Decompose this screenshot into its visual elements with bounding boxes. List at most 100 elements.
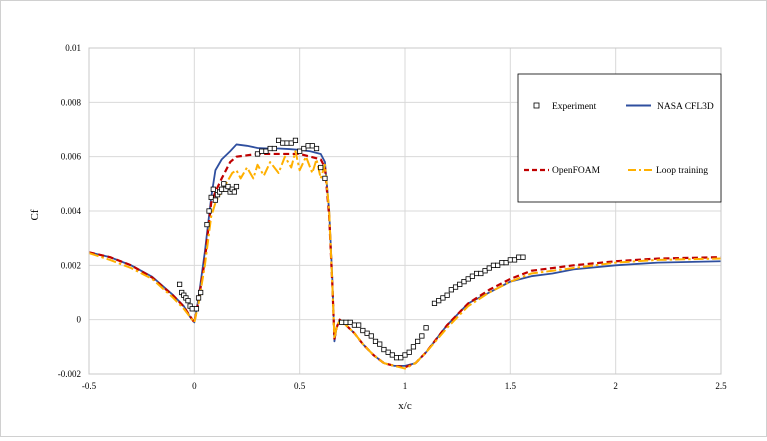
experiment-point (263, 148, 269, 154)
experiment-point (436, 298, 442, 304)
legend-loop-label: Loop training (656, 166, 708, 176)
experiment-point (204, 221, 210, 228)
experiment-point (520, 254, 526, 260)
y-tick-labels: -0.002 0 0.002 0.004 0.006 0.008 0.01 (58, 43, 82, 379)
y-tick-label: 0.01 (65, 43, 81, 53)
experiment-point (469, 273, 476, 279)
experiment-point (478, 270, 484, 277)
experiment-point (495, 262, 501, 268)
x-tick-label: 1 (403, 381, 408, 391)
experiment-markers (176, 137, 526, 361)
legend-experiment-marker (533, 102, 540, 109)
y-tick-label: 0 (77, 315, 82, 325)
experiment-point (231, 189, 237, 195)
x-tick-label: 1.5 (505, 381, 517, 391)
experiment-point (360, 327, 366, 334)
legend-experiment-label: Experiment (552, 102, 597, 112)
experiment-point (486, 265, 492, 271)
x-axis-title: x/c (398, 400, 412, 412)
experiment-point (372, 338, 379, 345)
experiment-point (288, 140, 294, 146)
experiment-point (309, 143, 315, 149)
experiment-point (198, 289, 204, 296)
experiment-point (406, 349, 412, 355)
experiment-point (461, 279, 467, 285)
experiment-point (402, 352, 408, 358)
experiment-point (271, 145, 277, 152)
experiment-point (423, 325, 429, 331)
experiment-point (385, 349, 391, 355)
experiment-point (511, 257, 518, 263)
experiment-point (482, 268, 488, 274)
experiment-point (259, 148, 265, 154)
x-tick-label: -0.5 (82, 381, 97, 391)
experiment-point (292, 137, 299, 143)
experiment-point (219, 186, 225, 192)
experiment-point (313, 145, 320, 152)
experiment-point (364, 330, 370, 336)
experiment-point (176, 281, 183, 287)
legend-cfl3d-label: NASA CFL3D (657, 102, 714, 112)
x-tick-label: 0.5 (294, 381, 306, 391)
x-tick-labels: -0.5 0 0.5 1 1.5 2 2.5 (82, 381, 727, 391)
experiment-point (339, 319, 345, 325)
experiment-point (465, 276, 471, 282)
experiment-point (195, 295, 202, 301)
legend-openfoam-label: OpenFOAM (552, 166, 601, 176)
experiment-point (193, 306, 200, 312)
experiment-point (381, 346, 387, 353)
experiment-point (305, 143, 311, 149)
experiment-point (343, 319, 349, 325)
experiment-point (452, 284, 459, 290)
experiment-point (221, 181, 227, 187)
experiment-point (503, 260, 509, 266)
experiment-point (356, 322, 362, 328)
experiment-point (448, 287, 454, 293)
y-tick-label: 0.006 (61, 152, 82, 162)
experiment-point (347, 319, 353, 325)
experiment-point (516, 254, 522, 260)
experiment-point (507, 257, 513, 263)
x-tick-label: 2 (613, 381, 618, 391)
experiment-point (185, 298, 191, 304)
experiment-point (351, 322, 358, 328)
experiment-point (368, 333, 374, 339)
x-tick-label: 0 (192, 381, 197, 391)
experiment-point (189, 306, 195, 312)
legend-box (517, 73, 722, 203)
plot-area-border (88, 47, 722, 375)
legend: Experiment NASA CFL3D OpenFOAM Loop trai… (517, 73, 722, 203)
series-line-openfoam (88, 152, 722, 369)
experiment-point (393, 355, 400, 361)
y-tick-label: 0.002 (61, 260, 81, 270)
experiment-point (210, 186, 216, 192)
experiment-point (389, 352, 395, 358)
experiment-point (474, 270, 480, 277)
experiment-point (208, 194, 214, 201)
experiment-point (267, 145, 273, 152)
experiment-point (275, 137, 282, 143)
experiment-point (440, 295, 446, 301)
x-tick-label: 2.5 (715, 381, 727, 391)
experiment-point (284, 140, 290, 146)
experiment-point (499, 260, 505, 266)
experiment-point (233, 183, 240, 190)
experiment-point (444, 292, 450, 298)
y-tick-label: -0.002 (58, 369, 81, 379)
series-line-loop (88, 150, 722, 370)
experiment-point (419, 333, 425, 339)
experiment-point (377, 341, 383, 347)
y-tick-label: 0.008 (61, 97, 82, 107)
experiment-point (225, 183, 231, 190)
experiment-point (318, 164, 324, 171)
experiment-point (297, 148, 303, 154)
experiment-point (490, 262, 497, 268)
experiment-point (254, 151, 261, 157)
y-axis-title: Cf (29, 209, 41, 220)
experiment-point (431, 300, 438, 306)
experiment-point (212, 197, 218, 203)
y-tick-label: 0.004 (61, 206, 82, 216)
experiment-point (410, 344, 417, 350)
